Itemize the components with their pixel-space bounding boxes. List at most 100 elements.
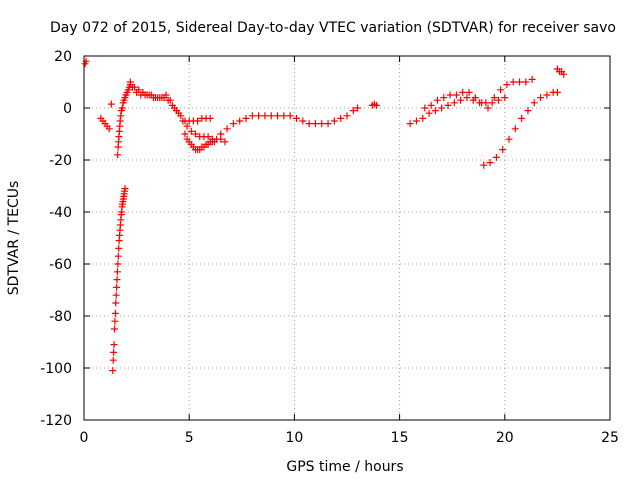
data-point: [206, 114, 214, 122]
data-point: [299, 117, 307, 125]
data-point: [372, 101, 380, 109]
x-tick-label: 20: [496, 430, 514, 446]
data-point: [490, 94, 498, 102]
data-point: [248, 112, 256, 120]
data-point: [181, 130, 189, 138]
data-point: [553, 88, 561, 96]
data-point: [162, 91, 170, 99]
x-tick-label: 25: [601, 430, 619, 446]
data-point: [113, 276, 121, 284]
data-point: [486, 159, 494, 167]
series-isolated: [81, 57, 115, 108]
data-point: [236, 117, 244, 125]
data-point: [267, 112, 275, 120]
data-point: [421, 104, 429, 112]
data-point: [509, 78, 517, 86]
data-point: [113, 268, 121, 276]
data-point: [463, 94, 471, 102]
data-point: [166, 96, 174, 104]
data-point: [530, 99, 538, 107]
chart-title: Day 072 of 2015, Sidereal Day-to-day VTE…: [50, 20, 616, 36]
data-point: [452, 91, 460, 99]
data-point: [242, 114, 250, 122]
series-evening-lower: [406, 94, 509, 128]
data-point: [471, 94, 479, 102]
series-lower-dip: [181, 130, 218, 154]
data-point: [117, 112, 125, 120]
data-point: [431, 107, 439, 115]
data-point: [110, 341, 118, 349]
series-late-climb: [480, 88, 561, 169]
x-axis-label: GPS time / hours: [286, 459, 403, 475]
data-point: [82, 57, 90, 65]
data-point: [311, 120, 319, 128]
data-point: [349, 107, 357, 115]
data-point: [484, 104, 492, 112]
data-point: [522, 78, 530, 86]
data-point: [560, 70, 568, 78]
data-point: [459, 88, 467, 96]
data-point: [518, 114, 526, 122]
series-spike: [109, 185, 129, 375]
data-point: [210, 138, 218, 146]
data-point: [286, 112, 294, 120]
data-point: [111, 317, 119, 325]
series-early-descent: [97, 114, 113, 133]
data-point: [158, 94, 166, 102]
data-point: [192, 130, 200, 138]
y-tick-label: -100: [40, 361, 72, 377]
data-point: [229, 120, 237, 128]
data-point: [480, 161, 488, 169]
x-tick-label: 5: [185, 430, 194, 446]
y-tick-label: 0: [63, 101, 72, 117]
y-tick-label: -80: [49, 309, 72, 325]
data-point: [145, 91, 153, 99]
data-point: [118, 104, 126, 112]
data-point: [293, 114, 301, 122]
data-point: [187, 127, 195, 135]
y-tick-label: 20: [54, 49, 72, 65]
data-point: [107, 100, 115, 108]
data-point: [112, 291, 120, 299]
data-point: [537, 94, 545, 102]
data-point: [516, 78, 524, 86]
x-tick-label: 15: [391, 430, 409, 446]
data-point: [115, 244, 123, 252]
data-point: [330, 117, 338, 125]
data-point: [109, 356, 117, 364]
y-axis-label: SDTVAR / TECUs: [6, 181, 22, 296]
data-point: [406, 120, 414, 128]
data-point: [305, 120, 313, 128]
data-point: [438, 104, 446, 112]
data-point: [114, 252, 122, 260]
data-point: [494, 96, 502, 104]
x-tick-label: 10: [285, 430, 303, 446]
data-point: [343, 112, 351, 120]
data-point: [261, 112, 269, 120]
series-late-end: [553, 65, 568, 78]
data-point: [492, 153, 500, 161]
data-point: [511, 125, 519, 133]
data-point: [217, 130, 225, 138]
data-point: [505, 135, 513, 143]
data-point: [179, 117, 187, 125]
data-point: [499, 146, 507, 154]
x-tick-label: 0: [80, 430, 89, 446]
data-point: [444, 101, 452, 109]
data-point: [543, 91, 551, 99]
data-point: [110, 348, 118, 356]
data-point: [440, 94, 448, 102]
data-point: [419, 114, 427, 122]
data-point: [204, 133, 212, 141]
series-main-secondary: [128, 83, 229, 146]
data-point: [221, 138, 229, 146]
data-point: [503, 81, 511, 89]
data-point: [121, 185, 129, 193]
data-point: [457, 96, 465, 104]
plot-frame: [83, 55, 611, 421]
data-point: [109, 367, 117, 375]
data-point: [412, 117, 420, 125]
data-point: [114, 260, 122, 268]
data-point: [488, 99, 496, 107]
